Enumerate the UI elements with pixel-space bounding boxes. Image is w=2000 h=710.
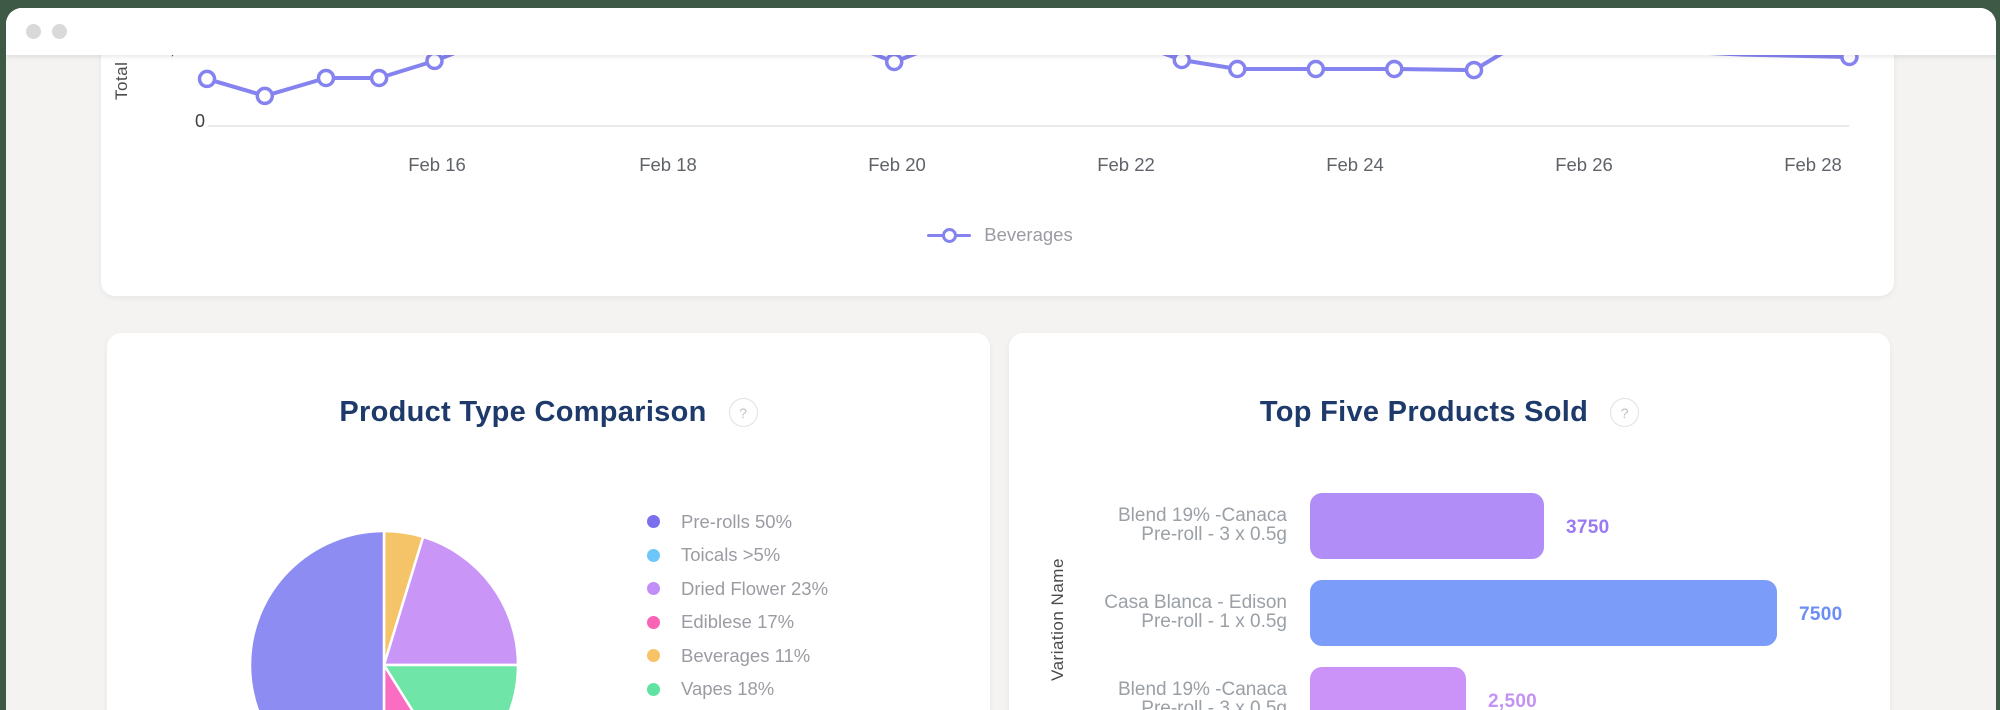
bar xyxy=(1310,493,1544,559)
pie-legend-label: Beverages 11% xyxy=(681,644,811,666)
pie-legend-item[interactable]: Vapes 18% xyxy=(647,678,828,699)
line-chart-legend[interactable]: Beverages xyxy=(860,224,1140,246)
bar xyxy=(1310,667,1466,710)
pie-legend-item[interactable]: Pre-rolls 50% xyxy=(647,510,828,532)
legend-dot-icon xyxy=(647,548,660,562)
bar-value-label: 7500 xyxy=(1799,604,1843,625)
pie-legend-label: Toicals >5% xyxy=(681,544,781,565)
pie-legend: Pre-rolls 50% Toicals >5% Dried Flower 23%… xyxy=(647,510,829,699)
bar-value-label: 2,500 xyxy=(1488,691,1538,710)
x-tick-label: Feb 26 xyxy=(1555,154,1613,175)
x-tick-label: Feb 16 xyxy=(408,154,466,175)
x-tick-label: Feb 24 xyxy=(1326,154,1384,175)
pie-legend-label: Pre-rolls 50% xyxy=(681,510,793,532)
legend-dot-icon xyxy=(647,649,660,662)
bar-category-label: Blend 19% -Canaca Pre-roll - 3 x 0.5g xyxy=(1118,679,1287,710)
pie-legend-item[interactable]: Toicals >5% xyxy=(647,544,828,565)
help-icon[interactable]: ? xyxy=(728,398,758,427)
app-window: Total 2,500 0 Feb 16 Feb 18 Feb 20 Feb 22 Fe… xyxy=(6,8,1996,710)
legend-dot-icon xyxy=(647,515,660,528)
pie-legend-label: Dried Flower 23% xyxy=(681,577,829,599)
legend-dot-icon xyxy=(647,615,660,629)
x-tick-label: Feb 20 xyxy=(868,154,926,175)
window-title-bar xyxy=(6,8,1996,55)
x-tick-label: Feb 28 xyxy=(1784,154,1842,175)
window-control-dot[interactable] xyxy=(26,24,41,39)
legend-label-beverages: Beverages xyxy=(984,224,1073,245)
bar-value-label: 3750 xyxy=(1566,517,1610,538)
pie-legend-label: Ediblese 17% xyxy=(681,611,795,632)
bar-category-label: Blend 19% -Canaca Pre-roll - 3 x 0.5g xyxy=(1118,505,1287,545)
y-axis-label-variation-name: Variation Name xyxy=(1048,558,1067,681)
y-axis-label-total: Total xyxy=(112,61,131,100)
top-products-title: Top Five Products Sold xyxy=(1259,396,1589,428)
window-control-dot[interactable] xyxy=(52,24,67,39)
legend-dot-icon xyxy=(647,582,660,595)
scrolled-content: Total 2,500 0 Feb 16 Feb 18 Feb 20 Feb 22 Fe… xyxy=(6,8,1996,710)
help-icon[interactable]: ? xyxy=(1610,398,1640,427)
beverages-line-marker-icon xyxy=(927,227,972,243)
y-tick-0: 0 xyxy=(194,111,205,131)
product-type-card xyxy=(107,333,990,710)
product-type-title: Product Type Comparison xyxy=(339,396,707,428)
pie-legend-item[interactable]: Dried Flower 23% xyxy=(647,577,829,599)
pie-legend-item[interactable]: Ediblese 17% xyxy=(647,611,828,632)
pie-legend-label: Vapes 18% xyxy=(681,678,775,699)
x-tick-label: Feb 22 xyxy=(1097,154,1155,175)
pie-legend-item[interactable]: Beverages 11% xyxy=(647,644,828,666)
bar xyxy=(1310,580,1777,646)
legend-dot-icon xyxy=(647,682,660,696)
x-tick-label: Feb 18 xyxy=(639,154,697,175)
bar-category-label: Casa Blanca - Edison Pre-roll - 1 x 0.5g xyxy=(1104,592,1287,632)
